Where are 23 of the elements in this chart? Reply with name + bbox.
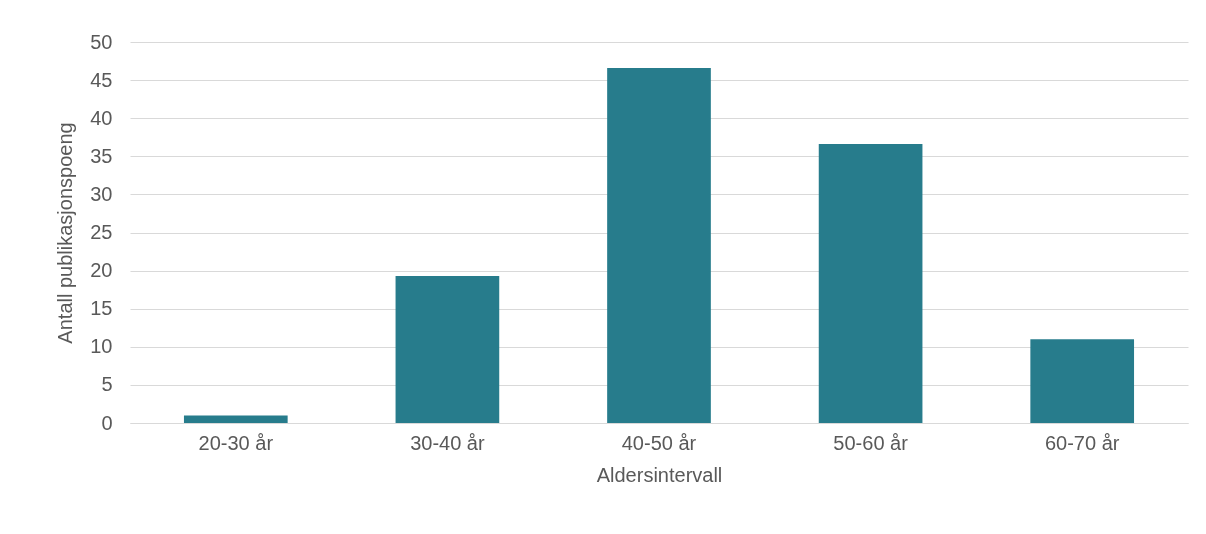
bar xyxy=(607,67,711,423)
x-tick-label: 30-40 år xyxy=(410,431,485,454)
y-tick-label: 0 xyxy=(101,411,113,434)
y-tick-label: 35 xyxy=(90,144,113,167)
y-tick-label: 45 xyxy=(90,68,113,91)
bar xyxy=(1030,339,1135,423)
y-tick-label: 40 xyxy=(90,106,113,129)
bar xyxy=(818,144,923,423)
y-tick-label: 25 xyxy=(90,221,113,243)
y-tick-label: 15 xyxy=(90,297,113,320)
y-tick-label: 5 xyxy=(101,373,113,396)
bar xyxy=(183,415,288,423)
x-axis-title: Aldersintervall xyxy=(596,463,723,486)
bar xyxy=(395,275,500,423)
x-tick-label: 20-30 år xyxy=(198,431,274,454)
x-tick-label: 60-70 år xyxy=(1044,431,1120,454)
y-tick-label: 20 xyxy=(90,259,113,282)
y-axis-title: Antall publikasjonspoeng xyxy=(54,122,77,344)
y-tick-label: 50 xyxy=(90,30,113,53)
x-tick-label: 40-50 år xyxy=(621,431,697,454)
x-tick-label: 50-60 år xyxy=(833,431,909,454)
y-tick-label: 30 xyxy=(90,182,113,205)
y-tick-label: 10 xyxy=(90,335,113,358)
